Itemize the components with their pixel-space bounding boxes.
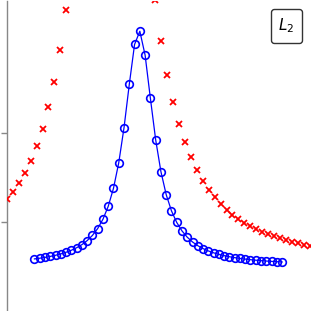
Legend: $L_2$: $L_2$ [271, 9, 302, 43]
